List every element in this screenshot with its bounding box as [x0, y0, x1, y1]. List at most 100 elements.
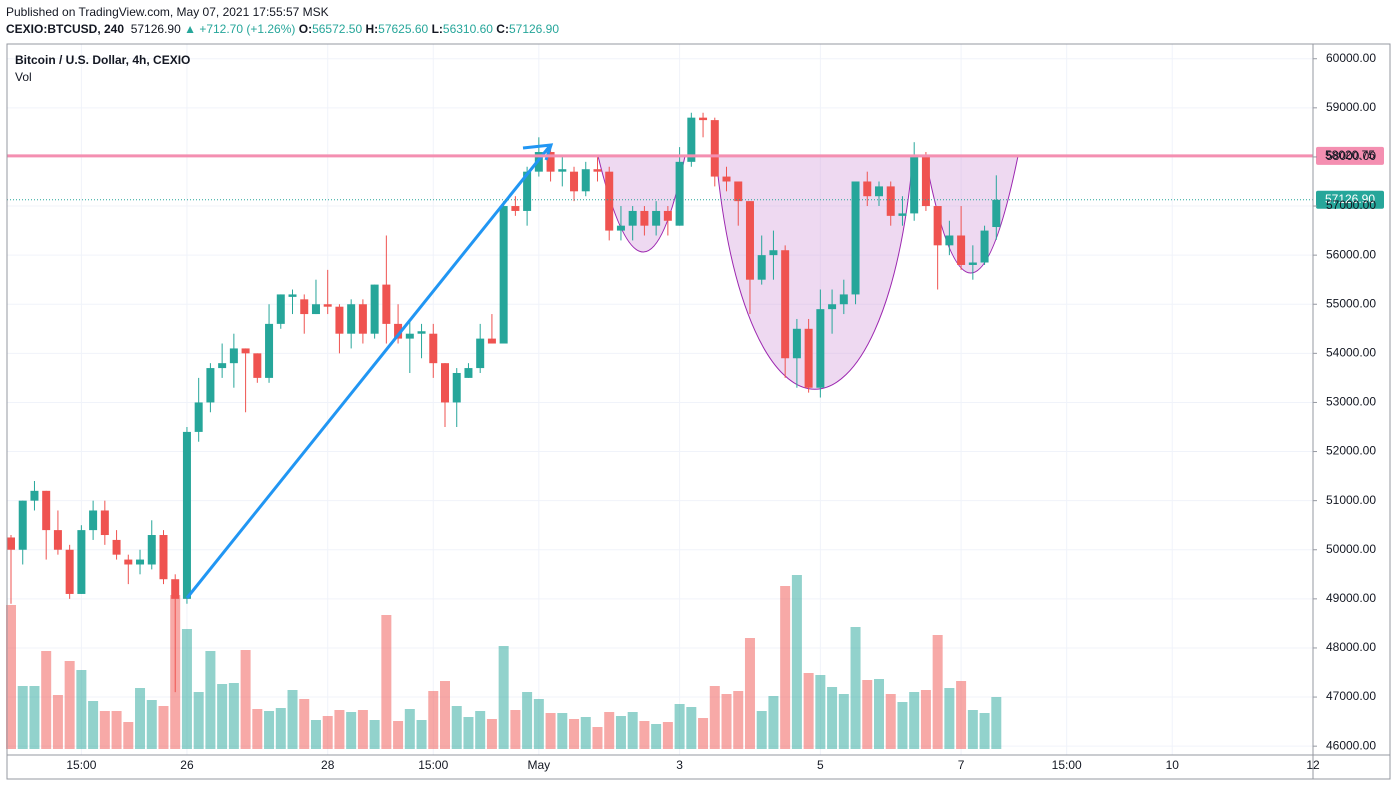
candle-body — [100, 510, 109, 536]
volume-bar — [885, 694, 896, 749]
volume-bar — [99, 711, 110, 749]
volume-bar — [522, 692, 533, 749]
candle-body — [347, 304, 356, 334]
candle-body — [182, 431, 191, 599]
volume-bar — [181, 629, 192, 749]
candle-body — [476, 338, 485, 369]
candle-body — [511, 206, 520, 211]
x-tick-label: 15:00 — [418, 758, 448, 772]
candle-body — [405, 333, 414, 339]
volume-bar — [698, 718, 709, 749]
volume-bar — [287, 690, 298, 749]
cup-shape — [715, 155, 914, 390]
candle-body — [957, 235, 966, 265]
volume-bar — [135, 688, 146, 749]
quote-line: CEXIO:BTCUSD, 240 57126.90 ▲ +712.70 (+1… — [6, 21, 559, 38]
candle-body — [358, 304, 367, 334]
candle-body — [77, 530, 86, 594]
volume-bar — [346, 712, 357, 749]
x-tick-label: 28 — [321, 758, 335, 772]
volume-bar — [979, 713, 990, 749]
chart-title: Bitcoin / U.S. Dollar, 4h, CEXIO — [15, 53, 190, 67]
candle-body — [675, 161, 684, 226]
candle-body — [722, 176, 731, 182]
volume-bar — [827, 687, 838, 749]
c: 57126.90 — [508, 22, 560, 36]
candle-body — [757, 255, 766, 280]
volume-bar — [733, 691, 744, 749]
volume-bar — [874, 679, 884, 749]
candle-body — [370, 284, 379, 334]
candle-body — [792, 328, 801, 359]
y-tick-label: 47000.00 — [1326, 689, 1376, 703]
change: ▲ +712.70 (+1.26%) — [184, 22, 296, 36]
candle-body — [147, 535, 156, 565]
y-tick-label: 60000.00 — [1326, 51, 1376, 65]
volume-bar — [686, 707, 697, 749]
volume-bar — [815, 675, 826, 749]
volume-bar — [158, 706, 169, 749]
candle-body — [194, 402, 203, 432]
candle-body — [968, 262, 977, 265]
volume-bar — [334, 710, 345, 749]
candle-body — [464, 368, 473, 378]
volume-bar — [557, 713, 568, 749]
candle-body — [112, 539, 121, 555]
volume-bar — [111, 711, 122, 749]
y-tick-label: 49000.00 — [1326, 591, 1376, 605]
volume-bar — [428, 691, 439, 749]
candle-body — [65, 549, 74, 594]
candle-body — [839, 294, 848, 305]
volume-bar — [88, 701, 99, 749]
volume-bar — [64, 661, 75, 749]
candle-body — [933, 206, 942, 246]
y-tick-label: 58000.00 — [1326, 149, 1376, 163]
candle-body — [663, 210, 672, 221]
candle-body — [206, 368, 215, 403]
last: 57126.90 — [130, 22, 181, 36]
c-key: C: — [496, 22, 509, 36]
volume-bar — [838, 694, 849, 749]
candle-body — [605, 171, 614, 231]
y-tick-label: 48000.00 — [1326, 640, 1376, 654]
volume-bar — [146, 700, 157, 749]
candle-body — [781, 250, 790, 359]
volume-bar — [228, 683, 239, 749]
candle-body — [429, 333, 438, 364]
x-tick-label: May — [528, 758, 551, 772]
candle-body — [628, 210, 637, 226]
candle-body — [499, 206, 508, 344]
volume-bar — [393, 721, 404, 749]
candle-body — [875, 186, 883, 197]
volume-bar — [920, 690, 931, 749]
candle-body — [980, 230, 989, 263]
candle-body — [335, 306, 344, 334]
candle-body — [89, 510, 98, 531]
volume-bar — [862, 680, 873, 749]
candle-body — [581, 169, 590, 192]
candle-body — [159, 535, 168, 580]
volume-bar — [604, 712, 615, 749]
volume-bar — [451, 706, 462, 749]
volume-bar — [569, 719, 580, 749]
candles — [7, 112, 1001, 693]
candle-body — [921, 156, 930, 207]
candle-body — [53, 530, 62, 550]
x-tick-label: 3 — [676, 758, 683, 772]
volume-bar — [440, 681, 450, 749]
candle-body — [171, 579, 180, 599]
volume-bar — [721, 694, 732, 749]
candle-body — [640, 210, 649, 226]
volume-bar — [381, 615, 392, 749]
volume-bar — [205, 651, 216, 749]
o-key: O: — [298, 22, 313, 36]
volume-bar — [639, 721, 650, 749]
last-price-tag — [1316, 190, 1384, 209]
volume-bar — [6, 605, 16, 749]
candle-body — [452, 372, 461, 403]
volume-bar — [240, 650, 251, 749]
symbol: CEXIO:BTCUSD, 240 — [6, 22, 125, 36]
candle-body — [323, 304, 332, 307]
volume-bar — [627, 712, 638, 749]
